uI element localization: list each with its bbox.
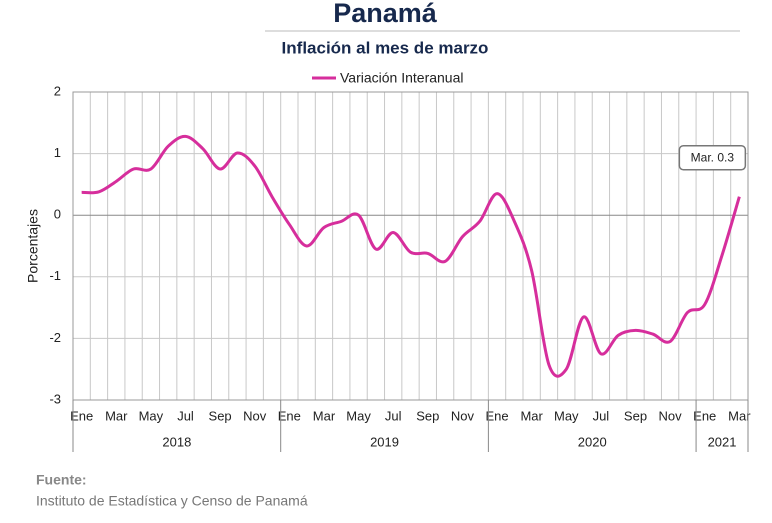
source-label: Fuente: [36, 472, 87, 488]
y-axis-label: Porcentajes [25, 209, 41, 283]
chart-subtitle: Inflación al mes de marzo [282, 38, 489, 57]
year-label: 2021 [708, 434, 737, 449]
y-tick-label: 0 [54, 207, 61, 222]
x-tick-label: Sep [416, 408, 439, 423]
x-tick-label: Mar [728, 408, 751, 423]
source-text: Instituto de Estadística y Censo de Pana… [36, 493, 308, 509]
y-tick-label: 2 [54, 83, 61, 98]
x-tick-label: Ene [278, 408, 301, 423]
x-tick-label: Mar [313, 408, 336, 423]
plot-frame [72, 91, 749, 401]
chart-title: Panamá [333, 0, 438, 28]
line-series [81, 134, 741, 378]
x-tick-label: Jul [385, 408, 402, 423]
y-tick-label: -2 [49, 330, 61, 345]
year-label: 2018 [162, 434, 191, 449]
y-tick-label: 1 [54, 145, 61, 160]
year-label: 2020 [578, 434, 607, 449]
x-tick-label: May [139, 408, 164, 423]
annotation: Mar. 0.3 [691, 150, 735, 164]
x-tick-label: Nov [243, 408, 267, 423]
x-tick-label: Ene [485, 408, 508, 423]
y-tick-label: -1 [49, 268, 61, 283]
x-tick-label: Mar [105, 408, 128, 423]
x-tick-label: Jul [177, 408, 194, 423]
x-tick-label: May [346, 408, 371, 423]
y-tick-label: -3 [49, 391, 61, 406]
x-tick-label: Ene [70, 408, 93, 423]
x-tick-label: Mar [520, 408, 543, 423]
x-tick-label: Ene [693, 408, 716, 423]
x-tick-label: Nov [659, 408, 683, 423]
x-tick-label: Sep [624, 408, 647, 423]
annotation-box [678, 144, 747, 171]
x-tick-label: Jul [593, 408, 610, 423]
x-tick-label: Nov [451, 408, 475, 423]
x-tick-label: Sep [209, 408, 232, 423]
x-tick-label: May [554, 408, 579, 423]
legend-label: Variación Interanual [340, 70, 463, 86]
year-label: 2019 [370, 434, 399, 449]
